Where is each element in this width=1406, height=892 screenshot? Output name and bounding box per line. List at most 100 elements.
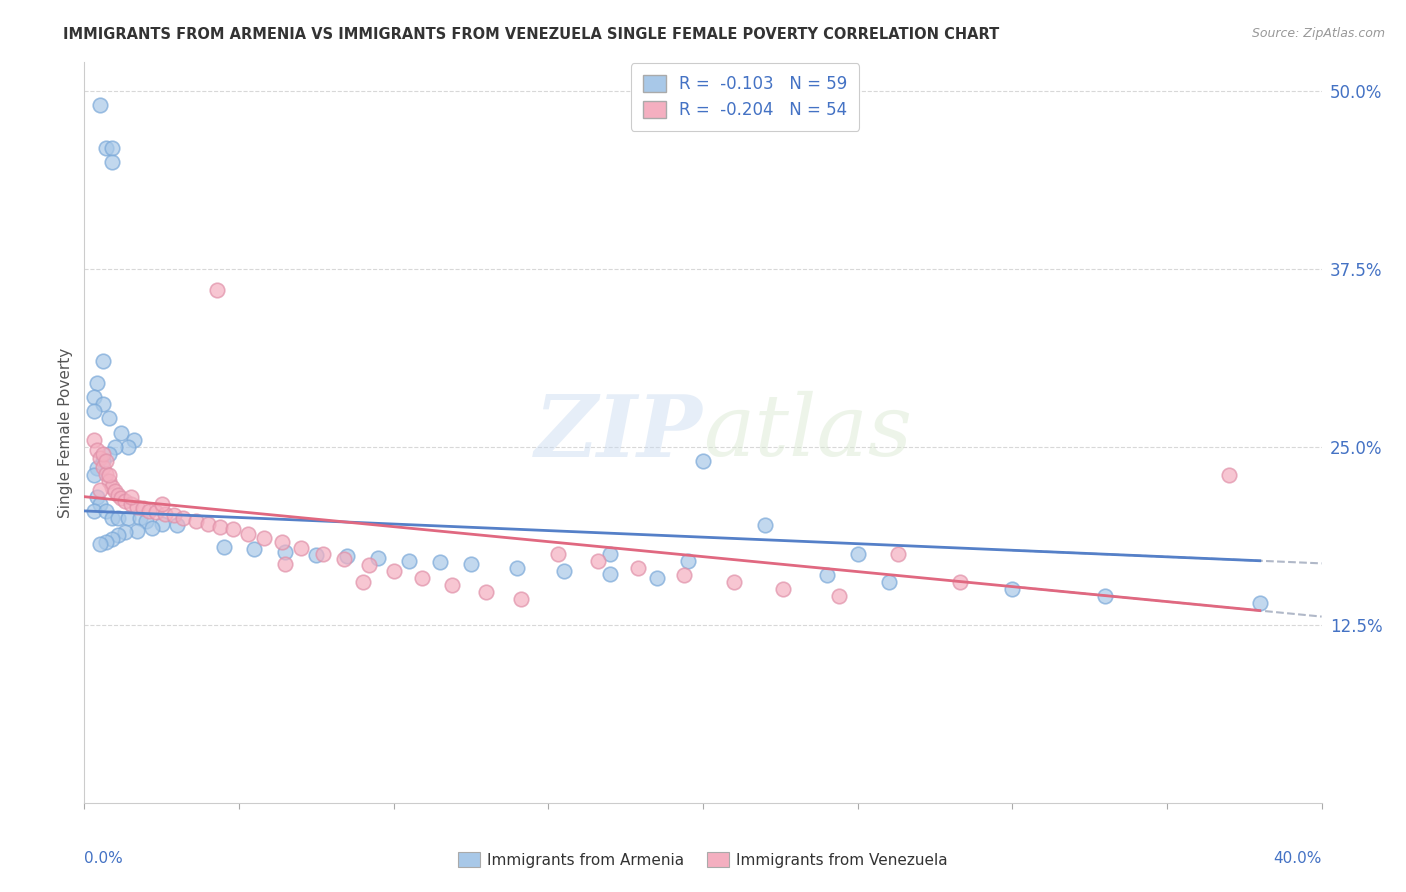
Point <box>86 376 108 390</box>
Point <box>91 454 114 468</box>
Point <box>243 542 266 557</box>
Text: Source: ZipAtlas.com: Source: ZipAtlas.com <box>1251 27 1385 40</box>
Point <box>411 571 433 585</box>
Point <box>184 514 207 528</box>
Point <box>94 504 117 518</box>
Point <box>1249 597 1271 611</box>
Point <box>98 411 121 425</box>
Point <box>382 564 405 578</box>
Point <box>1094 590 1116 604</box>
Point <box>94 467 117 481</box>
Point <box>101 141 124 155</box>
Legend: R =  -0.103   N = 59, R =  -0.204   N = 54: R = -0.103 N = 59, R = -0.204 N = 54 <box>631 63 859 130</box>
Point <box>645 571 668 585</box>
Point <box>83 433 105 447</box>
Text: 0.0%: 0.0% <box>84 851 124 866</box>
Point <box>949 575 972 590</box>
Text: atlas: atlas <box>703 392 912 474</box>
Point <box>104 483 127 498</box>
Point <box>163 508 186 523</box>
Point <box>110 491 132 505</box>
Point <box>207 283 229 297</box>
Point <box>91 447 114 461</box>
Point <box>290 541 312 555</box>
Point <box>150 516 173 531</box>
Point <box>627 561 650 575</box>
Point <box>506 561 529 575</box>
Text: IMMIGRANTS FROM ARMENIA VS IMMIGRANTS FROM VENEZUELA SINGLE FEMALE POVERTY CORRE: IMMIGRANTS FROM ARMENIA VS IMMIGRANTS FR… <box>63 27 1000 42</box>
Point <box>475 585 498 599</box>
Point <box>83 468 105 483</box>
Point <box>197 516 219 531</box>
Point <box>141 521 163 535</box>
Point <box>212 540 235 554</box>
Point <box>120 490 142 504</box>
Point <box>91 354 114 368</box>
Point <box>132 501 155 516</box>
Point <box>120 497 142 511</box>
Point <box>91 459 114 474</box>
Point <box>815 568 838 582</box>
Point <box>125 524 148 538</box>
Point <box>101 511 124 525</box>
Point <box>1001 582 1024 597</box>
Point <box>86 442 108 457</box>
Point <box>828 590 851 604</box>
Point <box>367 550 389 565</box>
Point <box>89 536 111 550</box>
Point <box>86 461 108 475</box>
Point <box>83 404 105 418</box>
Point <box>1218 468 1240 483</box>
Point <box>110 425 132 440</box>
Point <box>166 518 188 533</box>
Point <box>153 507 176 521</box>
Point <box>877 575 900 590</box>
Point <box>98 447 121 461</box>
Point <box>83 504 105 518</box>
Point <box>305 548 328 562</box>
Point <box>107 488 129 502</box>
Point <box>122 433 145 447</box>
Point <box>723 575 745 590</box>
Point <box>114 525 136 540</box>
Point <box>460 557 482 571</box>
Point <box>114 494 136 508</box>
Point <box>311 547 333 561</box>
Point <box>692 454 714 468</box>
Point <box>89 497 111 511</box>
Point <box>135 514 157 528</box>
Point <box>253 531 276 545</box>
Text: 40.0%: 40.0% <box>1274 851 1322 866</box>
Point <box>274 545 297 559</box>
Point <box>553 564 575 578</box>
Point <box>125 500 148 514</box>
Point <box>117 440 139 454</box>
Point <box>352 575 374 590</box>
Point <box>336 549 359 564</box>
Point <box>599 547 621 561</box>
Point <box>98 468 121 483</box>
Point <box>117 511 139 525</box>
Point <box>89 451 111 466</box>
Point <box>138 504 160 518</box>
Point <box>673 568 696 582</box>
Point <box>271 535 294 549</box>
Point <box>98 474 121 488</box>
Point <box>104 440 127 454</box>
Point <box>83 390 105 404</box>
Point <box>509 592 531 607</box>
Point <box>94 454 117 468</box>
Point <box>398 554 420 568</box>
Point <box>91 397 114 411</box>
Point <box>846 547 869 561</box>
Point <box>772 582 794 597</box>
Point <box>89 98 111 112</box>
Point <box>101 155 124 169</box>
Point <box>89 483 111 497</box>
Point <box>222 523 245 537</box>
Point <box>754 518 776 533</box>
Point <box>209 519 232 533</box>
Point <box>599 566 621 581</box>
Text: ZIP: ZIP <box>536 391 703 475</box>
Point <box>107 528 129 542</box>
